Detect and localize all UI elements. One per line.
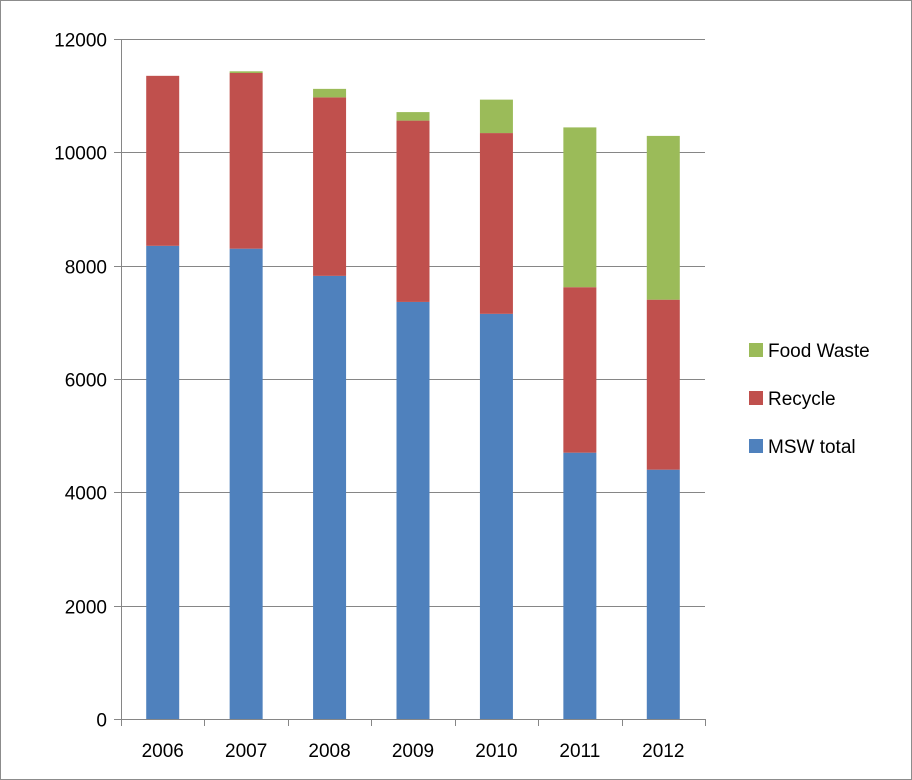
y-axis-tick-labels: 0 2000 4000 6000 8000 10000 12000 — [54, 31, 107, 732]
y-tick-label: 2000 — [65, 598, 107, 619]
bar-segment-recycle — [313, 97, 347, 276]
y-tick-label: 4000 — [65, 484, 107, 505]
legend-item: Food Waste — [749, 341, 870, 362]
bar-segment-msw-total — [146, 245, 180, 719]
bar-segment-recycle — [563, 287, 597, 453]
y-tick-label: 10000 — [54, 144, 107, 165]
x-axis-tick-labels: 2006 2007 2008 2009 2010 2011 2012 — [142, 741, 685, 762]
bars — [146, 71, 680, 720]
bar-segment-food-waste — [396, 112, 430, 121]
bar-segment-food-waste — [229, 71, 263, 73]
legend-item: MSW total — [749, 437, 856, 458]
bar-segment-recycle — [479, 133, 513, 314]
x-tick-label: 2011 — [559, 741, 600, 762]
bar-segment-food-waste — [479, 99, 513, 134]
legend-swatch — [749, 343, 763, 357]
bar-segment-food-waste — [563, 127, 597, 288]
bar-segment-food-waste — [646, 135, 680, 300]
axes — [114, 39, 706, 726]
legend: Food Waste Recycle MSW total — [749, 341, 870, 458]
x-tick-label: 2009 — [392, 741, 434, 762]
x-tick-label: 2007 — [225, 741, 267, 762]
y-tick-label: 8000 — [65, 258, 107, 279]
bar-segment-recycle — [646, 299, 680, 470]
bar-segment-msw-total — [479, 313, 513, 719]
legend-swatch — [749, 391, 763, 405]
x-tick-label: 2008 — [308, 741, 350, 762]
x-tick-label: 2010 — [475, 741, 517, 762]
legend-label: Food Waste — [768, 341, 870, 362]
legend-label: MSW total — [768, 437, 856, 458]
bar-segment-recycle — [396, 120, 430, 302]
bar-segment-recycle — [146, 75, 180, 246]
legend-label: Recycle — [768, 389, 836, 410]
bar-segment-msw-total — [396, 301, 430, 719]
legend-swatch — [749, 439, 763, 453]
legend-item: Recycle — [749, 389, 836, 410]
bar-segment-msw-total — [563, 452, 597, 719]
x-tick-label: 2006 — [142, 741, 184, 762]
y-tick-label: 6000 — [65, 371, 107, 392]
bar-segment-food-waste — [313, 88, 347, 98]
y-tick-label: 0 — [96, 711, 107, 732]
y-tick-label: 12000 — [54, 31, 107, 52]
bar-segment-msw-total — [313, 275, 347, 719]
bar-segment-recycle — [229, 73, 263, 249]
x-tick-label: 2012 — [642, 741, 684, 762]
bar-segment-msw-total — [646, 469, 680, 719]
bar-segment-msw-total — [229, 248, 263, 720]
